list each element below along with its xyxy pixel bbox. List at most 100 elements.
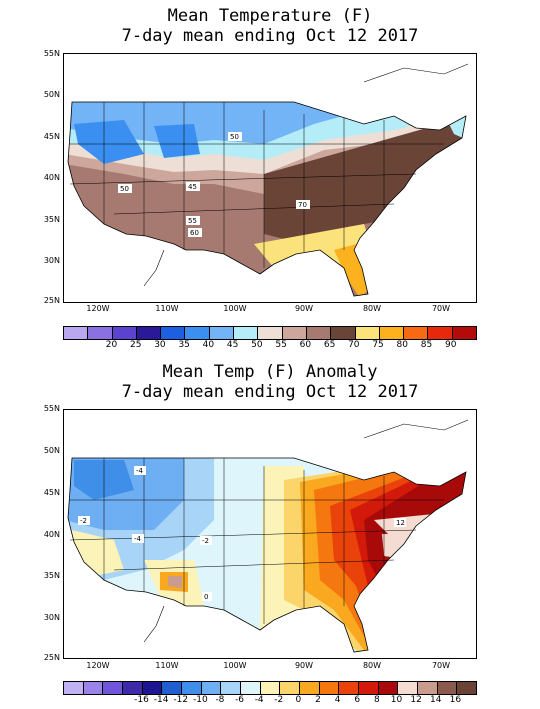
colorbar-label: -6: [235, 695, 245, 705]
map1-title-line2: 7-day mean ending Oct 12 2017: [121, 26, 419, 46]
colorbar-label: 0: [295, 695, 302, 705]
map1-lat-label: 35N: [43, 215, 60, 224]
colorbar-swatch: [339, 682, 360, 694]
map2-contour-label: -4: [134, 535, 142, 543]
map2-contour-label: 0: [204, 593, 208, 601]
map1-contour-labels: 50 50 45 55 60 70: [118, 132, 310, 237]
map1-lat-label: 25N: [43, 296, 60, 305]
colorbar-label: -10: [192, 695, 208, 705]
map1-contour-label: 60: [190, 229, 199, 237]
map2-state-lines: [69, 458, 444, 624]
colorbar-label: 6: [354, 695, 361, 705]
colorbar-label: 80: [396, 340, 408, 350]
map1-lon-label: 90W: [294, 304, 314, 313]
map2-lon-label: 80W: [362, 661, 382, 670]
map1-contour-label: 45: [188, 183, 197, 191]
colorbar-swatch: [452, 327, 477, 339]
colorbar-swatch: [398, 682, 419, 694]
colorbar-label: -12: [173, 695, 189, 705]
colorbar-label: 55: [275, 340, 287, 350]
colorbar-swatch: [83, 682, 104, 694]
colorbar-label: -16: [134, 695, 149, 705]
map1-lon-label: 70W: [431, 304, 451, 313]
map2-title-line2: 7-day mean ending Oct 12 2017: [121, 382, 419, 402]
colorbar-swatch: [182, 682, 202, 694]
colorbar-label: 35: [178, 340, 190, 350]
colorbar-label: 4: [334, 695, 341, 705]
colorbar-label: 20: [105, 340, 118, 350]
map2-svg: -4 -2 -4 -2 0 12: [67, 419, 469, 653]
colorbar-swatch: [136, 327, 162, 339]
colorbar-label: 85: [420, 340, 433, 350]
colorbar-swatch: [457, 682, 477, 694]
colorbar-swatch: [88, 327, 113, 339]
colorbar-label: 8: [374, 695, 380, 705]
colorbar-label: -4: [254, 695, 264, 705]
map1-lon-label: 120W: [86, 304, 110, 313]
map2-lat-label: 55N: [43, 404, 60, 413]
map2-lon-label: 70W: [431, 661, 451, 670]
colorbar-swatch: [64, 682, 84, 694]
map1-lat-label: 45N: [43, 132, 60, 141]
colorbar-label: 2: [315, 695, 321, 705]
colorbar-swatch: [418, 682, 438, 694]
colorbar-swatch: [209, 327, 235, 339]
map2-lat-label: 30N: [43, 613, 60, 622]
colorbar-label: 16: [449, 695, 462, 705]
map2-lat-label: 25N: [43, 653, 60, 662]
map2-lat-label: 45N: [43, 488, 60, 497]
map2-contour-label: -4: [136, 467, 144, 475]
map1-lat-label: 40N: [43, 173, 60, 182]
colorbar-swatch: [260, 682, 281, 694]
map2-lon-label: 120W: [86, 661, 110, 670]
colorbar-label: 25: [129, 340, 142, 350]
colorbar-label: -8: [215, 695, 225, 705]
colorbar-label: 10: [390, 695, 403, 705]
colorbar-swatch: [161, 327, 186, 339]
map2-contour-labels: -4 -2 -4 -2 0 12: [78, 466, 406, 601]
map2-title-line1: Mean Temp (F) Anomaly: [162, 362, 378, 382]
colorbar-label: 90: [445, 340, 457, 350]
colorbar-swatch: [437, 682, 458, 694]
colorbar-label: 14: [430, 695, 442, 705]
map2-lon-label: 110W: [155, 661, 179, 670]
colorbar-label: 60: [299, 340, 312, 350]
colorbar-label: -2: [274, 695, 284, 705]
map1-lat-label: 55N: [43, 49, 60, 58]
colorbar-swatch: [379, 327, 405, 339]
colorbar-swatch: [331, 327, 356, 339]
map1-contour-label: 55: [188, 217, 197, 225]
map1-coastline-lines: [143, 63, 469, 287]
colorbar-swatch: [201, 682, 222, 694]
map2-contour-label: -2: [202, 537, 209, 545]
colorbar-swatch: [112, 327, 137, 339]
colorbar-swatch: [241, 682, 261, 694]
colorbar-swatch: [162, 682, 183, 694]
map1-lon-label: 100W: [223, 304, 247, 313]
colorbar-label: 70: [348, 340, 360, 350]
colorbar-swatch: [428, 327, 453, 339]
colorbar-swatch: [359, 682, 379, 694]
colorbar-label: -14: [153, 695, 169, 705]
map1-lon-label: 80W: [362, 304, 382, 313]
map1-svg: 50 50 45 55 60 70: [67, 63, 469, 297]
map1-lat-label: 30N: [43, 256, 60, 265]
map2-coastline-lines: [143, 419, 469, 643]
map1-plot-area: 50 50 45 55 60 70: [63, 53, 477, 303]
colorbar-label: 45: [226, 340, 239, 350]
map1-title-line1: Mean Temperature (F): [167, 6, 373, 26]
colorbar-swatch: [378, 682, 399, 694]
colorbar-label: 75: [372, 340, 384, 350]
map2-contour-label: -2: [80, 517, 87, 525]
map1-lat-label: 50N: [43, 90, 60, 99]
colorbar-label: 50: [251, 340, 263, 350]
map1-state-lines: [69, 102, 444, 268]
map1-contour-label: 50: [120, 185, 129, 193]
map2-lon-label: 100W: [223, 661, 247, 670]
colorbar-swatch: [404, 327, 429, 339]
colorbar-swatch: [319, 682, 340, 694]
colorbar-label: 12: [410, 695, 422, 705]
colorbar-label: 40: [202, 340, 215, 350]
colorbar-label: 30: [154, 340, 166, 350]
map1-colorbar: [63, 326, 477, 340]
